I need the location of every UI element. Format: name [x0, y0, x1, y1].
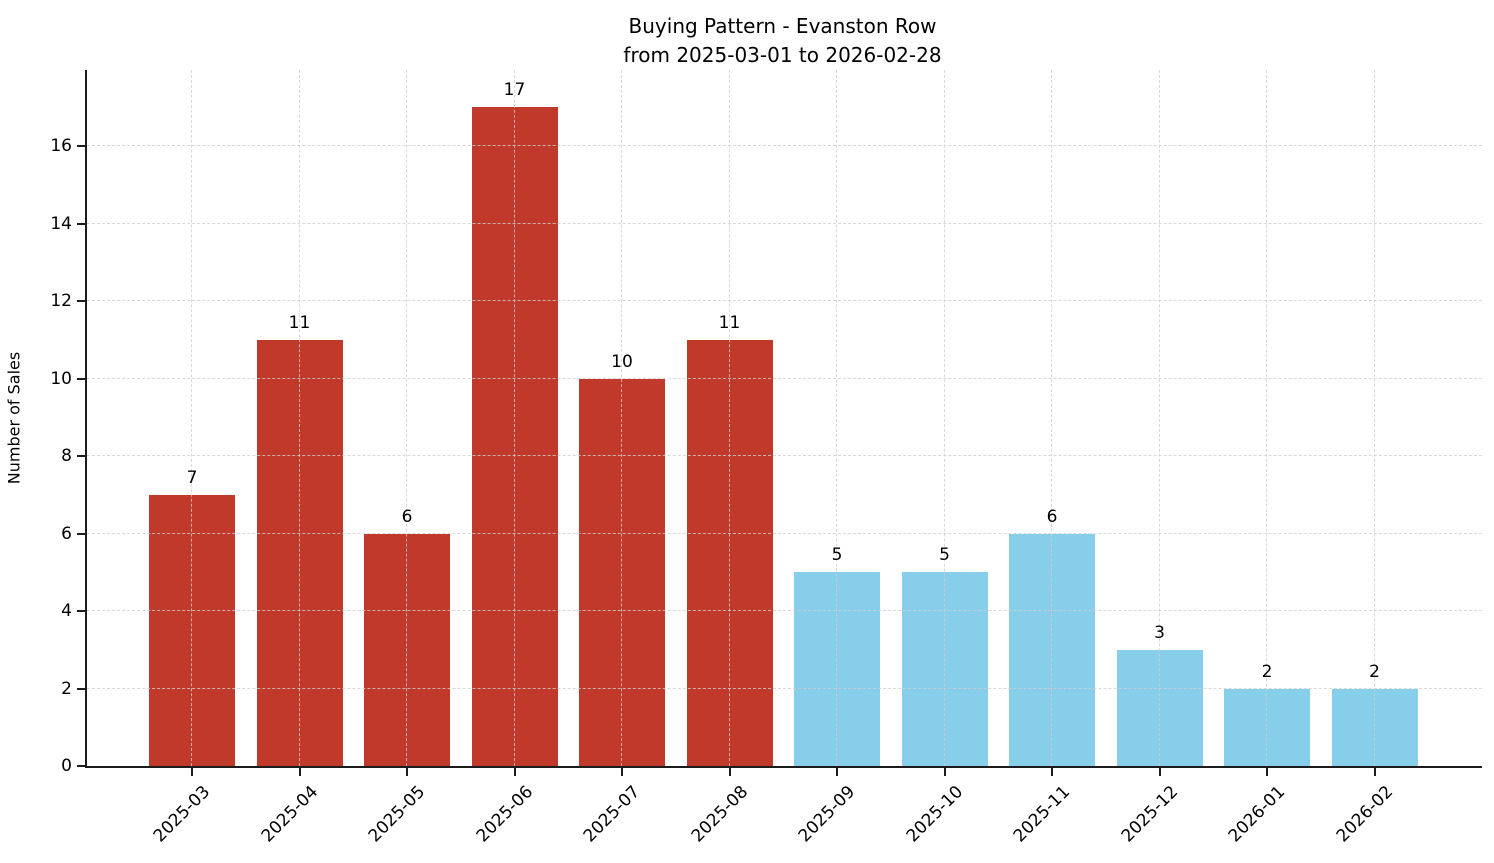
bar-value-2026-02: 2 [1369, 661, 1380, 682]
bar-value-2025-05: 6 [401, 506, 413, 527]
bar-value-2025-10: 5 [939, 545, 950, 566]
x-tick-label-2025-03: 2025-03 [149, 782, 215, 847]
bar-2025-09 [794, 572, 880, 766]
x-tick-2025-06 [513, 768, 516, 776]
chart-title-line2: from 2025-03-01 to 2026-02-28 [623, 43, 942, 67]
y-tick-12 [77, 300, 85, 302]
bar-value-2025-07: 10 [611, 351, 633, 372]
y-tick-2 [77, 687, 85, 690]
bar-value-2025-03: 7 [186, 467, 198, 488]
y-tick-8 [77, 455, 85, 457]
y-tick-label-4: 4 [61, 601, 72, 621]
gridline-x-2025-11 [1051, 70, 1052, 766]
bar-value-2025-11: 6 [1046, 506, 1058, 527]
y-tick-label-10: 10 [50, 368, 72, 389]
y-tick-label-8: 8 [61, 446, 72, 466]
gridline-x-2025-05 [406, 70, 407, 766]
bar-2025-11 [1009, 533, 1095, 766]
bar-value-2025-04: 11 [288, 312, 311, 333]
x-tick-2025-08 [728, 768, 731, 776]
gridline-y-4 [87, 610, 1482, 611]
x-tick-label-2025-08: 2025-08 [687, 782, 752, 847]
bar-2025-04 [256, 339, 343, 766]
x-tick-label-2025-06: 2025-06 [472, 782, 537, 847]
y-tick-4 [77, 610, 85, 612]
x-tick-label-2025-10: 2025-10 [902, 782, 967, 847]
x-tick-label-2026-02: 2026-02 [1332, 782, 1397, 847]
bar-2026-01 [1224, 688, 1310, 766]
y-tick-16 [77, 145, 85, 147]
bar-2025-05 [364, 533, 450, 766]
bar-2026-02 [1331, 688, 1418, 766]
x-tick-label-2025-12: 2025-12 [1117, 782, 1182, 847]
x-tick-2026-02 [1373, 768, 1376, 776]
plot-area: 0 2 4 6 8 10 12 14 16 7 2025-03 11 2025-04 6 2025-05 17… [50, 70, 1482, 846]
bar-value-2025-12: 3 [1154, 622, 1165, 643]
y-tick-label-0: 0 [61, 756, 72, 776]
x-tick-2025-09 [836, 768, 838, 776]
y-tick-6 [77, 532, 85, 535]
bar-2025-08 [686, 339, 773, 766]
bar-value-2025-09: 5 [831, 545, 843, 566]
x-tick-label-2025-11: 2025-11 [1009, 782, 1075, 847]
y-tick-label-12: 12 [50, 291, 72, 311]
gridline-y-2 [87, 687, 1482, 689]
x-tick-label-2026-01: 2026-01 [1224, 782, 1290, 847]
gridline-x-2025-04 [298, 70, 300, 766]
gridline-x-2026-02 [1373, 70, 1375, 766]
chart-title-line1: Buying Pattern - Evanston Row [628, 14, 937, 38]
chart-title: Buying Pattern - Evanston Row from 2025-… [85, 12, 1480, 70]
gridline-x-2025-07 [621, 70, 622, 766]
x-tick-label-2025-09: 2025-09 [794, 782, 860, 847]
gridline-x-2025-03 [191, 70, 192, 766]
y-tick-label-16: 16 [50, 136, 72, 156]
gridline-x-2025-09 [836, 70, 837, 766]
bar-value-2025-08: 11 [718, 312, 741, 333]
y-tick-label-14: 14 [50, 213, 72, 234]
x-tick-2025-10 [943, 768, 946, 776]
gridline-y-16 [87, 145, 1482, 146]
x-tick-2025-11 [1051, 768, 1053, 776]
bar-2025-06 [471, 107, 558, 766]
gridline-x-2025-10 [943, 70, 945, 766]
y-tick-14 [77, 222, 85, 225]
bar-2025-07 [579, 378, 665, 766]
x-tick-2026-01 [1266, 768, 1268, 776]
gridline-y-10 [87, 377, 1482, 379]
bar-value-2026-01: 2 [1261, 661, 1273, 682]
gridline-y-12 [87, 300, 1482, 301]
gridline-x-2025-08 [728, 70, 730, 766]
bar-2025-10 [901, 572, 988, 766]
y-tick-label-6: 6 [61, 523, 72, 544]
gridline-y-14 [87, 222, 1482, 224]
x-tick-2025-03 [191, 768, 193, 776]
bar-value-2025-06: 17 [503, 80, 526, 101]
x-tick-2025-07 [621, 768, 623, 776]
gridline-x-2026-01 [1266, 70, 1267, 766]
y-tick-label-2: 2 [61, 678, 72, 699]
gridline-y-8 [87, 455, 1482, 456]
y-tick-10 [77, 377, 85, 380]
gridline-x-2025-06 [513, 70, 515, 766]
x-tick-label-2025-04: 2025-04 [257, 782, 322, 847]
gridline-y-6 [87, 532, 1482, 534]
gridline-x-2025-12 [1158, 70, 1160, 766]
y-tick-0 [77, 765, 85, 767]
bar-2025-12 [1116, 649, 1203, 766]
x-tick-label-2025-07: 2025-07 [579, 782, 645, 847]
bar-2025-03 [149, 494, 235, 766]
x-tick-label-2025-05: 2025-05 [364, 782, 430, 847]
x-tick-2025-05 [406, 768, 408, 776]
x-tick-2025-12 [1158, 768, 1161, 776]
x-tick-2025-04 [298, 768, 301, 776]
